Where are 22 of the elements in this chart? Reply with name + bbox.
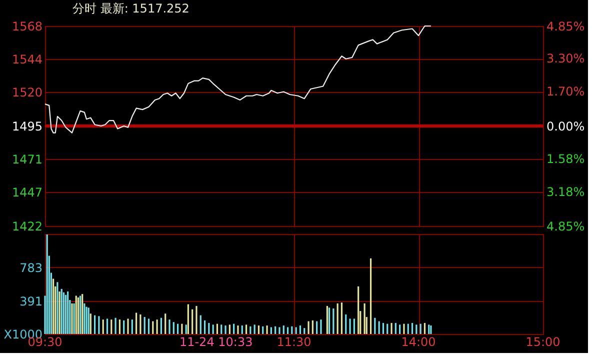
y2-tick-label: 1.70% (546, 84, 585, 98)
y2-tick-label: 1.58% (546, 152, 585, 166)
y-tick-label: 1520 (12, 85, 42, 100)
y-tick-label: 1447 (12, 185, 42, 200)
x-tick-label: 11:30 (276, 335, 312, 349)
y2-tick-label: 3.30% (546, 51, 585, 66)
x-tick-label: 14:00 (401, 335, 436, 349)
y2-tick-label: 3.18% (546, 185, 585, 200)
chart-title: 分时 最新: 1517.252 (72, 2, 190, 16)
y2-tick-label: 0.00% (546, 120, 585, 134)
text: 11-24 10:33 (179, 335, 253, 349)
y-tick-label: 783 (20, 260, 42, 275)
y2-tick-label: 4.85% (546, 220, 585, 234)
x-tick-label: 15:00 (526, 335, 560, 349)
y-tick-label: 391 (20, 294, 42, 308)
y-tick-label: 1544 (12, 52, 42, 66)
y-tick-label: 1495 (12, 120, 42, 134)
line-series (44, 25, 432, 134)
y-tick-label: 1568 (12, 20, 42, 34)
y2-tick-label: 4.85% (546, 20, 585, 34)
y-tick-label: 1422 (12, 220, 42, 234)
y-tick-label: 1471 (12, 152, 42, 166)
